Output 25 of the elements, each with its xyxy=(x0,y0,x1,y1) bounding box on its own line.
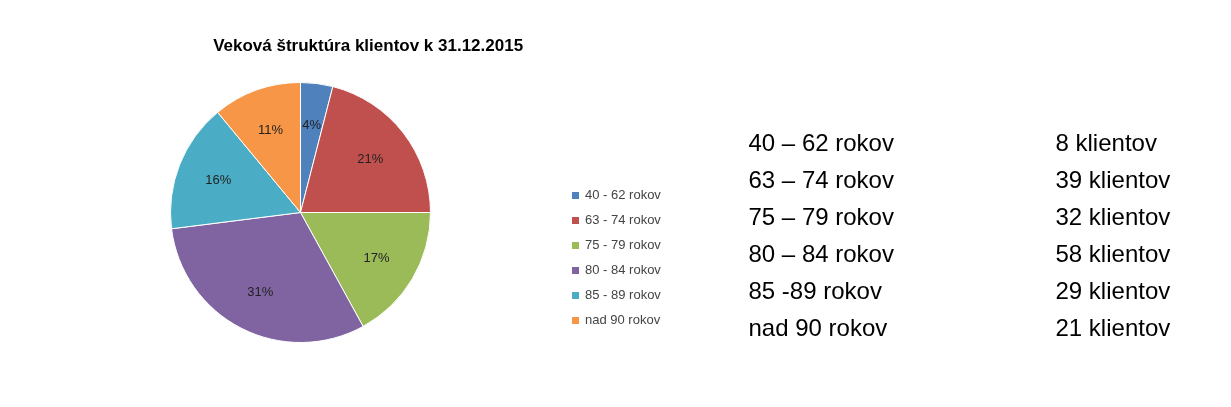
data-label: 4% xyxy=(302,117,322,133)
legend-label: nad 90 rokov xyxy=(585,312,661,327)
data-label: 11% xyxy=(258,121,284,137)
data-label: 31% xyxy=(247,283,274,299)
text: 40 – 62 rokov xyxy=(748,129,894,156)
text: 8 klientov xyxy=(1055,129,1157,156)
text: 75 – 79 rokov xyxy=(748,203,894,230)
legend-label: 40 - 62 rokov xyxy=(585,187,661,202)
data-label: 16% xyxy=(205,172,232,188)
legend-label: 75 - 79 rokov xyxy=(585,237,661,252)
chart-title: Veková štruktúra klientov k 31.12.2015 xyxy=(213,36,524,55)
text: 39 klientov xyxy=(1055,166,1171,193)
legend-label: 80 - 84 rokov xyxy=(585,262,661,277)
text: 32 klientov xyxy=(1055,203,1171,230)
data-label: 21% xyxy=(357,150,384,166)
text: nad 90 rokov xyxy=(748,314,888,341)
text: 80 – 84 rokov xyxy=(748,240,894,267)
text: 29 klientov xyxy=(1055,277,1171,304)
data-label: 17% xyxy=(363,250,391,265)
legend-label: 85 - 89 rokov xyxy=(585,287,661,302)
text: 85 -89 rokov xyxy=(748,277,882,304)
legend-label: 63 - 74 rokov xyxy=(585,212,661,227)
text: 63 – 74 rokov xyxy=(748,166,894,193)
text: 21 klientov xyxy=(1055,314,1171,341)
text: 58 klientov xyxy=(1055,240,1171,267)
